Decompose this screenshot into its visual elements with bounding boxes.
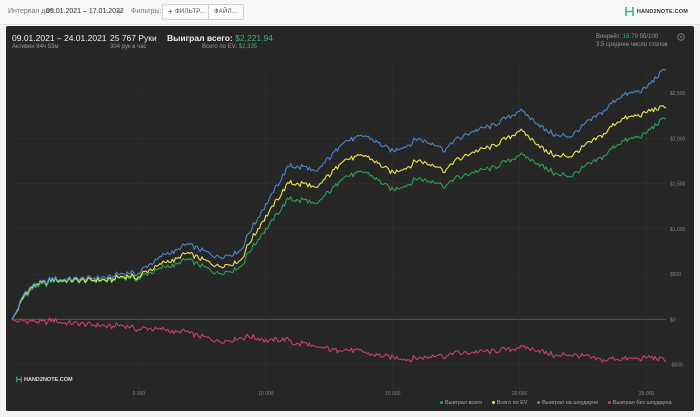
- interval-label: Интервал дат:: [8, 8, 55, 15]
- chart-watermark: HAND2NOTE.COM: [16, 376, 73, 383]
- x-tick-label: 15 000: [385, 391, 401, 397]
- graph-panel: 09.01.2021 – 24.01.2021 Активен 84ч 53м …: [6, 26, 694, 411]
- settings-icon[interactable]: [676, 32, 686, 42]
- won-value: $2,221.94: [235, 33, 273, 43]
- y-tick-label: $500: [670, 272, 681, 278]
- series-line-1: [11, 105, 667, 320]
- y-tick-label: $1,000: [670, 227, 686, 233]
- y-tick-label: -$500: [670, 362, 683, 368]
- top-toolbar: Интервал дат: 09.01.2021 – 17.01.2022 Фи…: [0, 0, 700, 25]
- file-button-label: ФАЙЛ...: [214, 9, 238, 15]
- series-line-2: [11, 68, 667, 320]
- file-button[interactable]: ФАЙЛ...: [208, 4, 244, 20]
- hand2note-logo-icon: [16, 376, 22, 383]
- y-tick-label: $1,500: [670, 182, 686, 188]
- profit-chart: -$500 $0 $500 $1,000 $1,500 $2,000 $2,500 5 000…: [11, 66, 686, 397]
- interval-value[interactable]: 09.01.2021 – 17.01.2022: [46, 8, 124, 15]
- winrate: Винрейт: 16.79 бб/100: [596, 34, 658, 40]
- hands-count: 25 767 Руки: [110, 33, 157, 43]
- x-tick-label: 5 000: [133, 391, 146, 397]
- filter-button-label: ФИЛЬТР...: [174, 9, 206, 15]
- x-tick-label: 20 000: [512, 391, 528, 397]
- x-tick-label: 10 000: [258, 391, 274, 397]
- date-range: 09.01.2021 – 24.01.2021: [12, 33, 107, 43]
- brand-logo: HAND2NOTE.COM: [625, 6, 688, 17]
- chevron-down-icon[interactable]: [116, 7, 124, 15]
- series-line-0: [11, 117, 667, 320]
- ev-total: Всего по EV: $2,335: [202, 44, 257, 50]
- plus-icon: +: [168, 7, 173, 16]
- x-tick-label: 25 000: [639, 391, 655, 397]
- filter-button[interactable]: + ФИЛЬТР...: [162, 4, 212, 20]
- watermark-text: HAND2NOTE.COM: [24, 376, 73, 383]
- won-total: Выиграл всего: $2,221.94: [167, 33, 273, 43]
- series-line-3: [11, 317, 667, 363]
- winrate-value: 16.79: [622, 34, 638, 40]
- y-tick-label: $2,000: [670, 136, 686, 142]
- legend-item-nonshowdown[interactable]: Выиграл без шоудауна: [607, 400, 672, 406]
- avg-tables: 3.5 среднее число столов: [596, 42, 668, 48]
- won-label: Выиграл всего:: [167, 33, 233, 43]
- brand-text: HAND2NOTE.COM: [636, 8, 688, 15]
- hands-per-hour: 304 рук в час: [110, 44, 147, 50]
- y-tick-label: $0: [670, 317, 676, 323]
- chart-legend: Выиграл всего Всего по EV Выиграл на шоу…: [440, 400, 672, 406]
- filters-label: Фильтры:: [131, 8, 162, 15]
- legend-item-showdown[interactable]: Выиграл на шоудауне: [537, 400, 598, 406]
- legend-item-ev[interactable]: Всего по EV: [491, 400, 528, 406]
- active-time: Активен 84ч 53м: [12, 44, 59, 50]
- ev-label: Всего по EV:: [202, 44, 238, 50]
- ev-value: $2,335: [238, 44, 258, 50]
- winrate-label: Винрейт:: [596, 34, 622, 40]
- hand2note-logo-icon: [625, 7, 634, 16]
- legend-item-won[interactable]: Выиграл всего: [440, 400, 482, 406]
- y-tick-label: $2,500: [670, 91, 686, 97]
- winrate-unit: бб/100: [639, 34, 659, 40]
